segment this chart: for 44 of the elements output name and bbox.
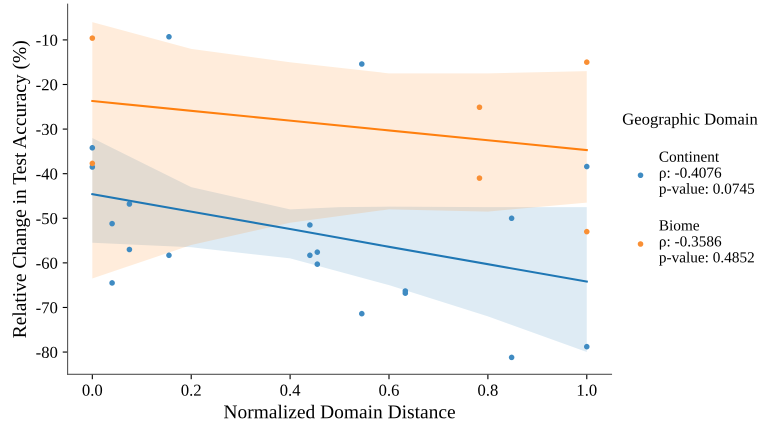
point bbox=[476, 175, 482, 181]
x-tick-label: 0.4 bbox=[280, 384, 300, 396]
x-tick-label: 0.2 bbox=[181, 384, 201, 396]
point bbox=[90, 145, 96, 151]
y-tick-label: -40 bbox=[36, 168, 58, 180]
point bbox=[90, 35, 96, 41]
point bbox=[109, 220, 115, 226]
point bbox=[508, 216, 514, 222]
point bbox=[166, 252, 172, 258]
point bbox=[314, 249, 320, 255]
y-tick-label: -30 bbox=[36, 124, 58, 136]
y-tick-label: -70 bbox=[36, 302, 58, 314]
x-tick-label: 1.0 bbox=[578, 384, 597, 396]
point bbox=[126, 201, 132, 207]
y-tick-label: -60 bbox=[36, 258, 58, 269]
x-tick-label: 0.6 bbox=[379, 384, 399, 396]
x-tick-label: 0.8 bbox=[478, 384, 498, 396]
point bbox=[508, 354, 514, 360]
point bbox=[476, 104, 482, 110]
point bbox=[584, 59, 590, 65]
point bbox=[307, 222, 313, 228]
y-tick-label: -80 bbox=[36, 346, 58, 358]
point bbox=[584, 164, 590, 170]
line-series bbox=[91, 100, 588, 152]
x-tick-label: 0.0 bbox=[82, 384, 102, 396]
point bbox=[584, 228, 590, 234]
point bbox=[359, 61, 365, 67]
legend-title: Geographic Domain bbox=[622, 112, 758, 128]
x-axis-title: Normalized Domain Distance bbox=[224, 404, 455, 418]
point bbox=[314, 261, 320, 267]
line-series bbox=[91, 193, 588, 283]
point bbox=[359, 310, 365, 316]
point bbox=[90, 160, 96, 166]
point bbox=[166, 34, 172, 40]
point bbox=[307, 252, 313, 258]
legend-label: Biome ρ: -0.3586 p-value: 0.4852 bbox=[659, 220, 754, 266]
point bbox=[584, 344, 590, 350]
y-tick-label: -50 bbox=[36, 212, 58, 224]
point bbox=[109, 280, 115, 286]
legend-label: Continent ρ: -0.4076 p-value: 0.0745 bbox=[659, 152, 754, 197]
y-tick-label: -10 bbox=[36, 34, 58, 46]
y-axis-title: Relative Change in Test Accuracy (%) bbox=[12, 41, 30, 338]
point bbox=[126, 246, 132, 252]
y-tick-label: -20 bbox=[36, 79, 58, 90]
